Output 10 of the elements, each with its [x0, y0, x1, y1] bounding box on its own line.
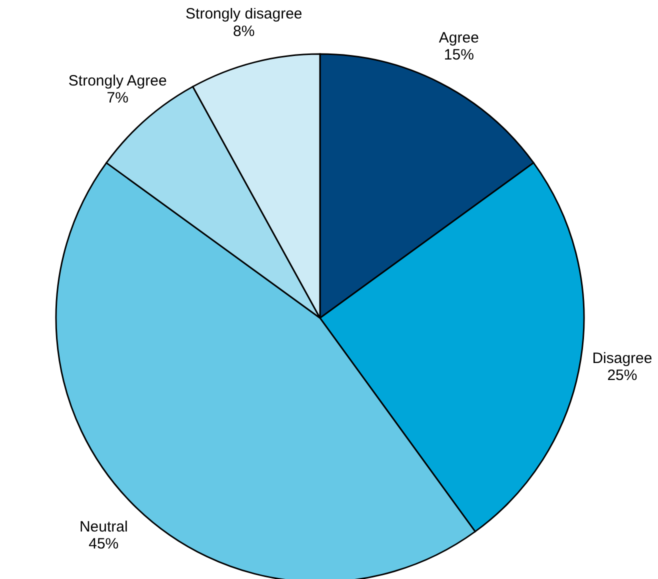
data-label: 7% [106, 90, 128, 107]
slice-label: Strongly disagree [186, 6, 302, 23]
slice-label: Strongly Agree [68, 72, 167, 90]
data-label: 8% [233, 22, 255, 40]
slice-label: Neutral [79, 518, 128, 536]
slice-label: Disagree [592, 350, 652, 367]
data-label: 15% [444, 46, 474, 64]
data-label: 45% [88, 536, 119, 553]
data-label: 25% [607, 367, 638, 384]
slice-label: Agree [438, 29, 479, 46]
